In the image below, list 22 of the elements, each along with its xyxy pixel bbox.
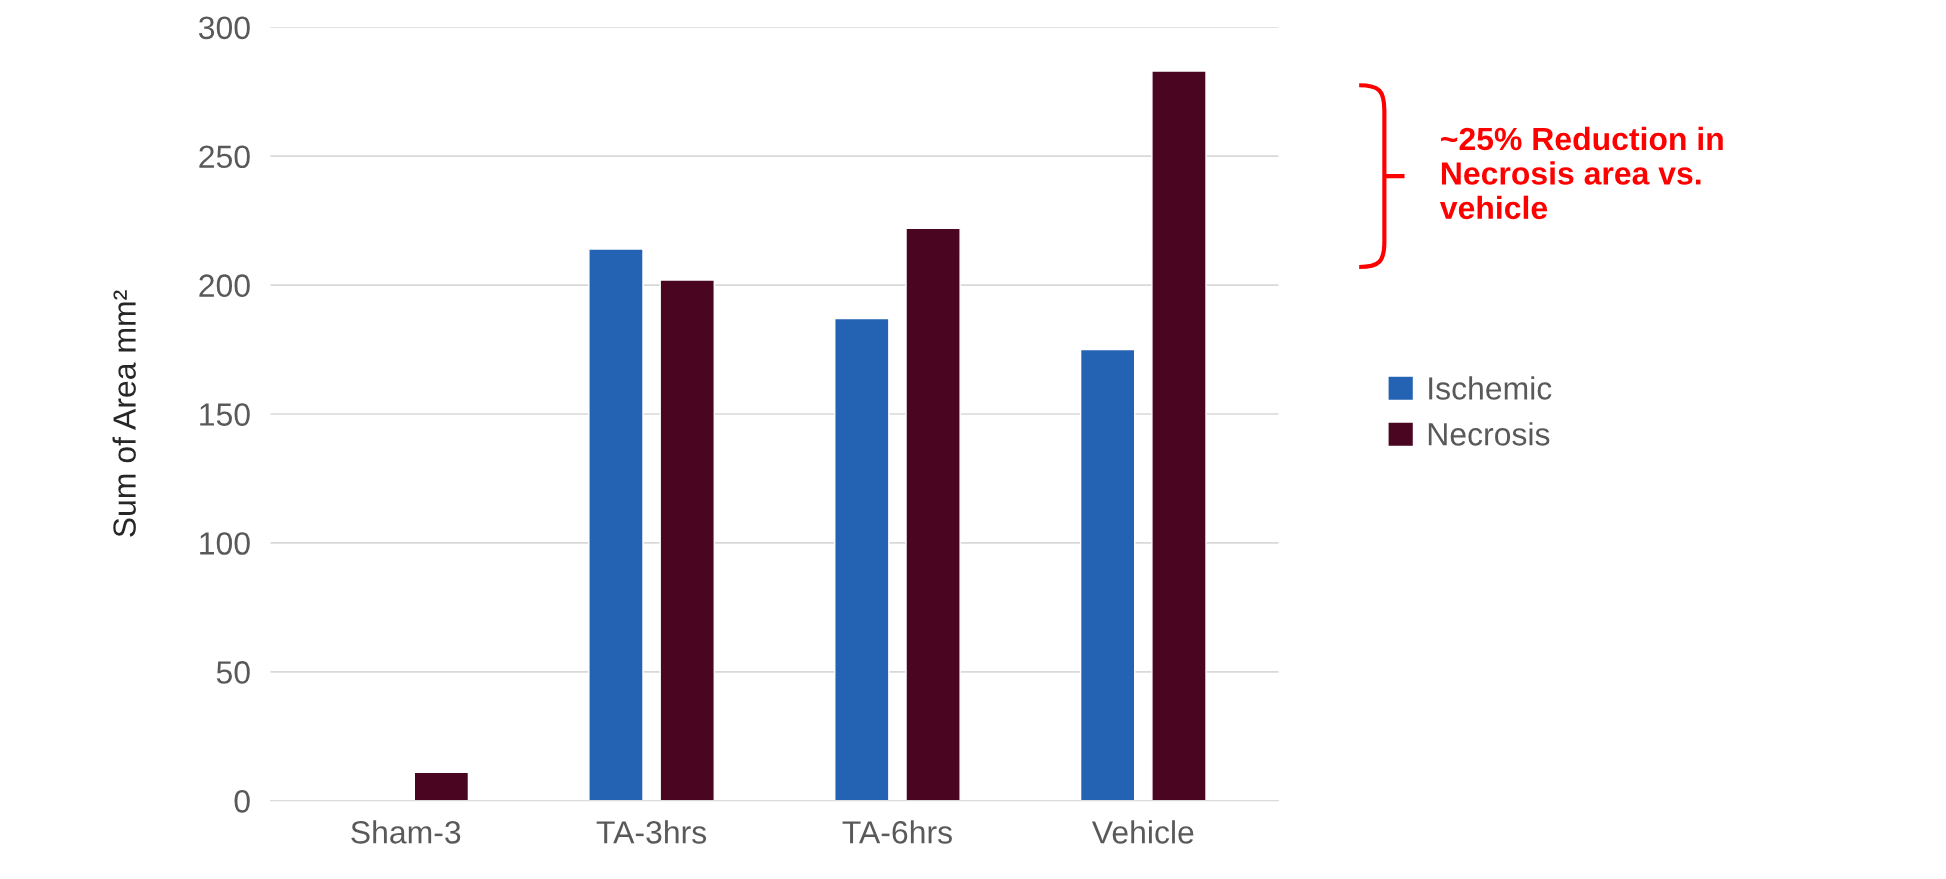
bar [413,771,470,801]
y-tick-label: 250 [199,145,250,169]
bar [905,227,961,801]
bar [659,279,715,801]
y-tick-label: 0 [234,790,250,813]
y-tick-label: 150 [200,403,250,426]
y-tick-label: 50 [216,661,250,684]
bar [834,317,890,801]
y-tick-label: 300 [198,16,250,40]
y-tick-label: 100 [200,532,250,555]
x-tick-label: Sham-3 [351,820,461,844]
bar [1151,70,1207,801]
text: ~25% Reduction in Necrosis area vs. vehicle [1439,126,1723,220]
x-tick-label: TA-3hrs [596,820,707,844]
bar [1079,348,1136,801]
x-tick-label: Vehicle [1091,820,1194,844]
legend-label: Necrosis [1428,422,1550,446]
y-axis-title: Sum of Area mm² [112,290,136,537]
legend-label: Ischemic [1429,376,1552,400]
bar [588,248,644,801]
y-tick-label: 200 [199,274,250,297]
x-tick-label: TA-6hrs [842,820,952,844]
